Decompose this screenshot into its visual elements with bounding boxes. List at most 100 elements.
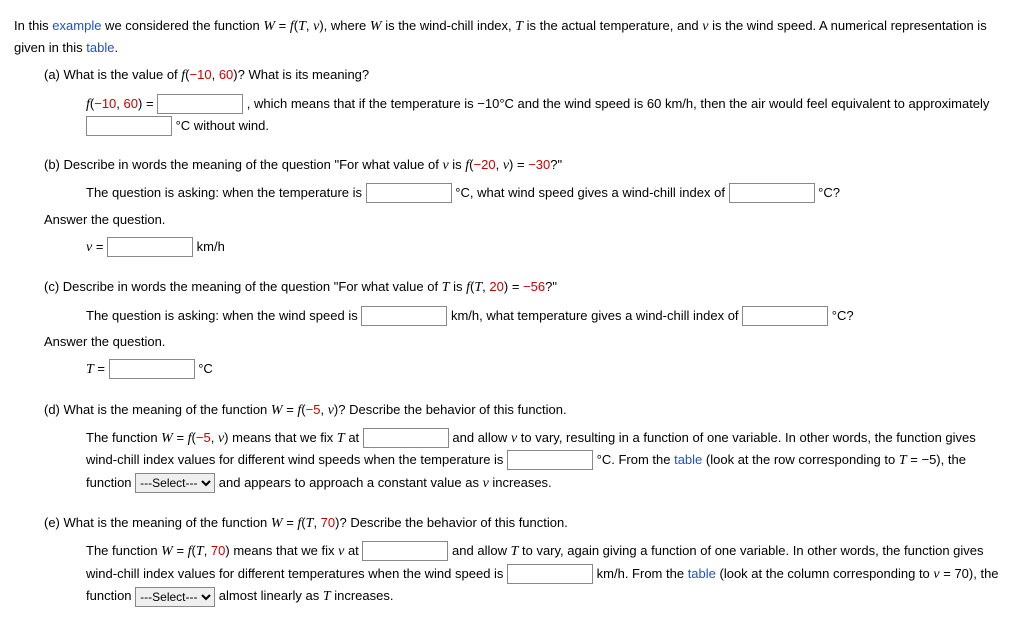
var-W: W bbox=[161, 431, 173, 446]
fcall-arg: T bbox=[474, 280, 482, 295]
part-d-label: (d) What is the meaning of the function bbox=[44, 402, 271, 417]
value: −56 bbox=[523, 279, 545, 294]
intro-paragraph: In this example we considered the functi… bbox=[14, 16, 1010, 59]
part-a-answer-line: f(−10, 60) = , which means that if the t… bbox=[14, 94, 1010, 137]
fcall-comma: , bbox=[212, 67, 219, 82]
part-d-body: The function W = f(−5, v) means that we … bbox=[14, 428, 1010, 495]
table-link[interactable]: table bbox=[674, 452, 702, 467]
part-a-input-1[interactable] bbox=[157, 94, 243, 114]
intro-equation: v bbox=[313, 19, 319, 34]
fcall-arg: −5 bbox=[196, 430, 211, 445]
text: increases. bbox=[489, 475, 552, 490]
text: °C? bbox=[828, 308, 853, 323]
text: (look at the row corresponding to bbox=[702, 452, 899, 467]
text: ?" bbox=[550, 157, 562, 172]
var-W: W bbox=[370, 19, 382, 34]
part-c-answer-label: Answer the question. bbox=[14, 332, 1010, 353]
text: means that we fix bbox=[229, 430, 337, 445]
part-d-question: (d) What is the meaning of the function … bbox=[14, 400, 1010, 422]
text: ? Describe the behavior of this function… bbox=[338, 402, 566, 417]
part-d-input-T[interactable] bbox=[363, 428, 449, 448]
part-c-answer: T = °C bbox=[14, 359, 1010, 381]
text: (look at the column corresponding to bbox=[716, 566, 934, 581]
var-W: W bbox=[271, 516, 283, 531]
example-link[interactable]: example bbox=[52, 18, 101, 33]
part-c-label: (c) Describe in words the meaning of the… bbox=[44, 279, 442, 294]
text: , which means that if the temperature is… bbox=[243, 96, 989, 111]
fcall-comma: , bbox=[496, 157, 503, 172]
intro-text: is the wind-chill index, bbox=[382, 18, 516, 33]
intro-text: is the actual temperature, and bbox=[523, 18, 702, 33]
text: at bbox=[344, 543, 362, 558]
var-W: W bbox=[161, 544, 173, 559]
intro-text: we considered the function bbox=[101, 18, 263, 33]
text: at bbox=[345, 430, 363, 445]
text: = bbox=[283, 515, 298, 530]
part-b-input-v[interactable] bbox=[107, 237, 193, 257]
part-e-select[interactable]: ---Select--- bbox=[135, 587, 215, 607]
part-c-line1: The question is asking: when the wind sp… bbox=[14, 306, 1010, 327]
fcall-comma: , bbox=[320, 402, 327, 417]
part-e-label: (e) What is the meaning of the function bbox=[44, 515, 271, 530]
text: = bbox=[283, 402, 298, 417]
intro-equation: W bbox=[263, 19, 275, 34]
text: °C. From the bbox=[593, 452, 674, 467]
part-b-question: (b) Describe in words the meaning of the… bbox=[14, 155, 1010, 177]
part-b-answer-label: Answer the question. bbox=[14, 210, 1010, 231]
table-link[interactable]: table bbox=[86, 40, 114, 55]
fcall-arg: 70 bbox=[211, 543, 225, 558]
fcall-arg: 60 bbox=[124, 96, 138, 111]
part-c-input-T[interactable] bbox=[109, 359, 195, 379]
part-d-input-temp[interactable] bbox=[507, 450, 593, 470]
var-T: T bbox=[337, 431, 345, 446]
text: = bbox=[142, 96, 157, 111]
part-e-input-speed[interactable] bbox=[507, 564, 593, 584]
part-d-select[interactable]: ---Select--- bbox=[135, 473, 215, 493]
fcall-arg: 60 bbox=[219, 67, 233, 82]
text: increases. bbox=[331, 588, 394, 603]
part-a-q2: ? What is its meaning? bbox=[238, 67, 370, 82]
part-e-body: The function W = f(T, 70) means that we … bbox=[14, 541, 1010, 608]
text: ?" bbox=[545, 279, 557, 294]
text: = bbox=[508, 279, 523, 294]
text: = bbox=[513, 157, 528, 172]
text: ? Describe the behavior of this function… bbox=[339, 515, 567, 530]
part-a-question: (a) What is the value of f(−10, 60)? Wha… bbox=[14, 65, 1010, 87]
part-a-label: (a) What is the value of bbox=[44, 67, 181, 82]
part-b-input-chill[interactable] bbox=[729, 183, 815, 203]
part-a-input-2[interactable] bbox=[86, 116, 172, 136]
text: almost linearly as bbox=[215, 588, 323, 603]
fcall-arg: 20 bbox=[489, 279, 503, 294]
var-T: T bbox=[86, 362, 94, 377]
part-e-input-v[interactable] bbox=[362, 541, 448, 561]
text: km/h bbox=[193, 239, 225, 254]
fcall-comma: , bbox=[313, 515, 320, 530]
var-T: T bbox=[515, 19, 523, 34]
value: −30 bbox=[528, 157, 550, 172]
fcall-comma: , bbox=[204, 543, 211, 558]
intro-text: In this bbox=[14, 18, 52, 33]
part-b-input-temp[interactable] bbox=[366, 183, 452, 203]
text: is bbox=[450, 279, 467, 294]
text: °C bbox=[195, 361, 213, 376]
fcall-arg: T bbox=[196, 544, 204, 559]
part-c-input-chill[interactable] bbox=[742, 306, 828, 326]
text: km/h. From the bbox=[593, 566, 688, 581]
part-c-input-speed[interactable] bbox=[361, 306, 447, 326]
text: is bbox=[449, 157, 466, 172]
text: °C, what wind speed gives a wind-chill i… bbox=[452, 185, 729, 200]
var-W: W bbox=[271, 403, 283, 418]
fcall-comma: , bbox=[116, 96, 123, 111]
text: km/h, what temperature gives a wind-chil… bbox=[447, 308, 742, 323]
part-b-line1: The question is asking: when the tempera… bbox=[14, 183, 1010, 204]
text: = bbox=[94, 361, 109, 376]
text: = bbox=[173, 543, 188, 558]
var-T: T bbox=[899, 453, 907, 468]
table-link[interactable]: table bbox=[688, 566, 716, 581]
text: = bbox=[92, 239, 107, 254]
text: means that we fix bbox=[230, 543, 338, 558]
fcall-arg: −10 bbox=[94, 96, 116, 111]
part-c-question: (c) Describe in words the meaning of the… bbox=[14, 277, 1010, 299]
text: The question is asking: when the tempera… bbox=[86, 185, 366, 200]
fcall-arg: −20 bbox=[474, 157, 496, 172]
